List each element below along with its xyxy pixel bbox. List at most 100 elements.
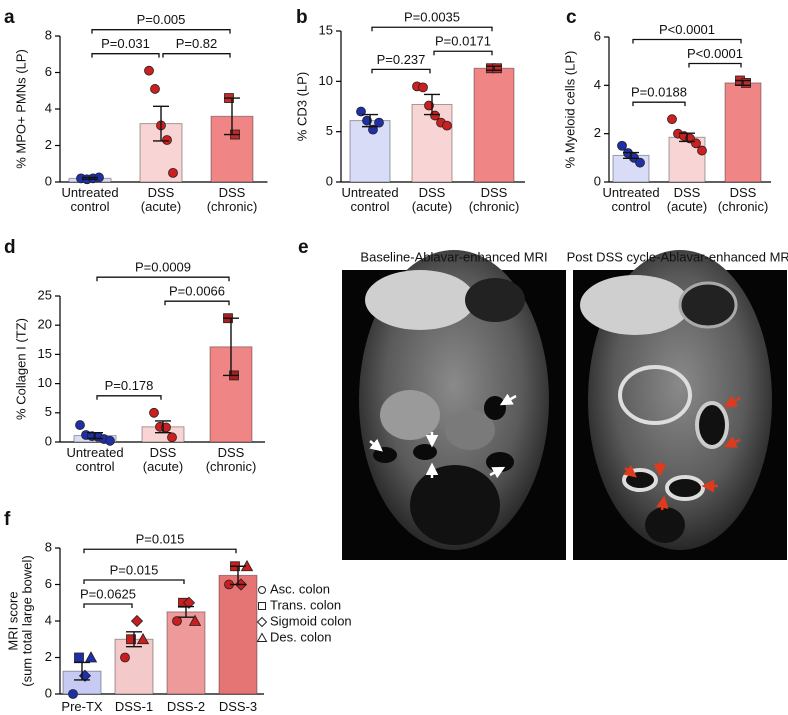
point: [635, 157, 645, 168]
significance-bracket: [162, 53, 231, 58]
x-tick-label-box: DSS (acute): [141, 186, 181, 214]
significance-bracket: [164, 300, 230, 306]
x-tick-label: DSS (chronic): [205, 446, 257, 474]
legend-label: Des. colon: [270, 629, 331, 644]
y-tick-label: 6: [45, 64, 52, 79]
error-bar: [126, 631, 142, 648]
y-tick-label: 2: [45, 649, 52, 664]
point: [120, 652, 130, 663]
y-tick-label: 4: [45, 100, 52, 115]
y-tick-label: 2: [594, 125, 601, 140]
x-tick-label-wrap: DSS-1: [84, 698, 184, 715]
liver: [580, 275, 690, 335]
point: [105, 435, 115, 446]
x-tick-label: DSS (chronic): [717, 186, 769, 214]
panel-label: c: [566, 7, 577, 28]
bowel: [380, 390, 440, 440]
error-bar: [223, 317, 239, 377]
x-tick-label: Untreated control: [341, 186, 399, 214]
x-tick-label-wrap: DSS (chronic): [444, 186, 544, 216]
x-tick-label-box: DSS (chronic): [717, 186, 769, 214]
x-tick-label-wrap: DSS (acute): [382, 186, 482, 216]
x-tick-label: DSS (acute): [411, 186, 453, 214]
point: [144, 65, 154, 76]
point: [75, 420, 85, 430]
x-tick-label-wrap: Untreated control: [45, 446, 145, 476]
liver: [365, 270, 475, 330]
mri-image-post-dss: [573, 250, 787, 560]
significance-label: P=0.015: [110, 562, 159, 577]
point: [741, 78, 751, 88]
x-tick-label-wrap: DSS (chronic): [181, 446, 281, 476]
legend-marker: [258, 602, 266, 610]
point: [136, 632, 150, 645]
panel-label: f: [4, 509, 11, 530]
point: [149, 407, 159, 418]
legend-marker: [256, 632, 268, 642]
significance-label: P<0.0001: [659, 22, 715, 37]
point: [150, 84, 160, 94]
bowel-wall: [618, 365, 692, 425]
error-bar: [74, 661, 90, 681]
error-bar: [623, 151, 639, 160]
y-tick-label: 25: [38, 287, 52, 302]
significance-bracket: [96, 276, 230, 282]
significance-label: P=0.0171: [435, 34, 491, 49]
significance-label: P<0.0001: [687, 46, 743, 61]
x-tick-label-box: DSS (acute): [667, 186, 707, 214]
point: [442, 120, 452, 131]
x-tick-label-box: Untreated control: [341, 186, 399, 214]
y-tick-label: 5: [45, 404, 52, 419]
significance-bracket: [632, 101, 686, 107]
significance-bracket: [688, 62, 742, 68]
point: [374, 117, 384, 128]
error-bar: [155, 420, 171, 434]
point: [430, 110, 440, 121]
x-tick-label: Untreated control: [66, 446, 124, 474]
y-tick-label: 2: [45, 137, 52, 152]
point: [126, 634, 136, 645]
bowel-wall: [695, 401, 729, 449]
error-bar: [153, 105, 169, 142]
significance-label: P=0.178: [105, 378, 154, 393]
error-bar: [82, 176, 98, 180]
y-axis-label: % Myeloid cells (LP): [562, 51, 577, 169]
x-tick-label-wrap: Untreated control: [581, 186, 681, 216]
significance-bracket: [371, 68, 431, 74]
y-tick-label: 8: [45, 539, 52, 554]
legend-label: Sigmoid colon: [270, 613, 352, 628]
y-tick-label: 6: [45, 576, 52, 591]
error-bar: [735, 79, 751, 87]
significance-bracket: [91, 29, 231, 34]
significance-bracket: [433, 50, 493, 56]
y-tick-label: 0: [45, 433, 52, 448]
panel-label: a: [4, 7, 15, 28]
significance-label: P=0.005: [137, 12, 186, 27]
y-axis-label: (sum total large bowel): [19, 555, 34, 687]
bowel-lumen: [413, 444, 437, 460]
panel-label: b: [296, 7, 308, 28]
stomach: [678, 281, 738, 329]
point: [130, 614, 144, 628]
stomach: [465, 278, 525, 322]
significance-label: P=0.0066: [169, 284, 225, 299]
bar: [218, 574, 258, 695]
significance-label: P=0.0009: [135, 260, 191, 275]
x-tick-label-box: DSS-1: [84, 698, 184, 715]
y-tick-label: 0: [45, 173, 52, 188]
bar: [473, 67, 515, 183]
point: [667, 114, 677, 125]
x-tick-label: Untreated control: [61, 186, 119, 214]
error-bar: [87, 431, 103, 440]
panel-label: d: [4, 237, 16, 258]
y-tick-label: 5: [326, 123, 333, 138]
panel-label: e: [298, 237, 309, 258]
y-tick-label: 8: [45, 27, 52, 42]
x-tick-label-box: Pre-TX: [61, 699, 103, 714]
point: [168, 167, 178, 178]
bar: [724, 82, 762, 183]
point: [84, 651, 98, 663]
x-tick-label: Pre-TX: [61, 699, 103, 714]
error-bar: [230, 565, 246, 586]
